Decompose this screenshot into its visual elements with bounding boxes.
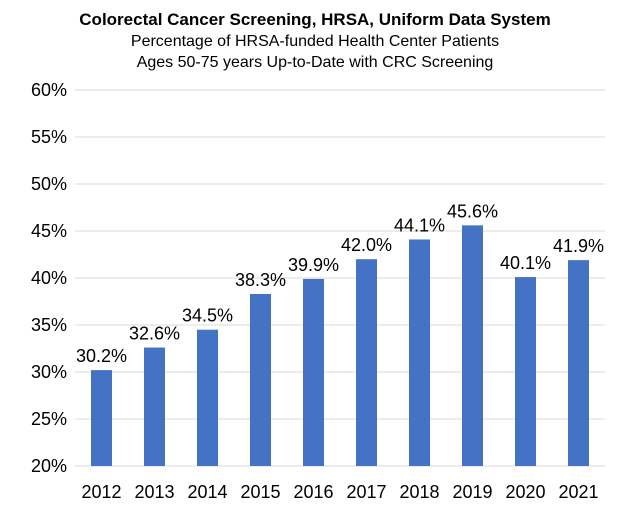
y-tick-label: 45% <box>31 221 67 241</box>
y-tick-label: 30% <box>31 362 67 382</box>
bar-2018 <box>409 239 430 466</box>
data-label-2017: 42.0% <box>341 235 392 255</box>
y-tick-label: 50% <box>31 174 67 194</box>
x-tick-label-2015: 2015 <box>240 482 280 502</box>
x-axis: 2012 2013 2014 2015 2016 2017 2018 2019 2020 2021 <box>81 482 598 502</box>
data-label-2016: 39.9% <box>288 255 339 275</box>
data-label-2019: 45.6% <box>447 201 498 221</box>
data-label-2012: 30.2% <box>76 346 127 366</box>
x-tick-label-2012: 2012 <box>81 482 121 502</box>
y-tick-label: 55% <box>31 127 67 147</box>
bars <box>91 225 589 466</box>
data-label-2018: 44.1% <box>394 215 445 235</box>
x-tick-label-2013: 2013 <box>134 482 174 502</box>
data-labels: 30.2%32.6%34.5%38.3%39.9%42.0%44.1%45.6%… <box>76 201 604 366</box>
x-tick-label-2018: 2018 <box>399 482 439 502</box>
y-tick-label: 60% <box>31 80 67 100</box>
bar-2021 <box>568 260 589 466</box>
x-tick-label-2016: 2016 <box>293 482 333 502</box>
x-tick-label-2019: 2019 <box>452 482 492 502</box>
bar-2020 <box>515 277 536 466</box>
bar-2016 <box>303 278 324 466</box>
y-axis: 20% 25% 30% 35% 40% 45% 50% 55% 60% <box>31 80 67 476</box>
bar-2014 <box>197 329 218 466</box>
data-label-2021: 41.9% <box>553 236 604 256</box>
y-tick-label: 40% <box>31 268 67 288</box>
chart-subtitle-line-2: Ages 50-75 years Up-to-Date with CRC Scr… <box>137 54 494 71</box>
x-tick-label-2014: 2014 <box>187 482 227 502</box>
data-label-2013: 32.6% <box>129 324 180 344</box>
bar-2019 <box>462 225 483 466</box>
data-label-2015: 38.3% <box>235 270 286 290</box>
bar-2012 <box>91 370 112 466</box>
bar-2015 <box>250 293 271 466</box>
data-label-2020: 40.1% <box>500 253 551 273</box>
y-tick-label: 25% <box>31 409 67 429</box>
bar-2013 <box>144 347 165 466</box>
data-label-2014: 34.5% <box>182 306 233 326</box>
y-tick-label: 20% <box>31 456 67 476</box>
chart-title: Colorectal Cancer Screening, HRSA, Unifo… <box>79 10 550 29</box>
x-tick-label-2020: 2020 <box>505 482 545 502</box>
x-tick-label-2017: 2017 <box>346 482 386 502</box>
y-tick-label: 35% <box>31 315 67 335</box>
chart-subtitle-line-1: Percentage of HRSA-funded Health Center … <box>131 33 499 50</box>
bar-2017 <box>356 259 377 466</box>
x-tick-label-2021: 2021 <box>558 482 598 502</box>
